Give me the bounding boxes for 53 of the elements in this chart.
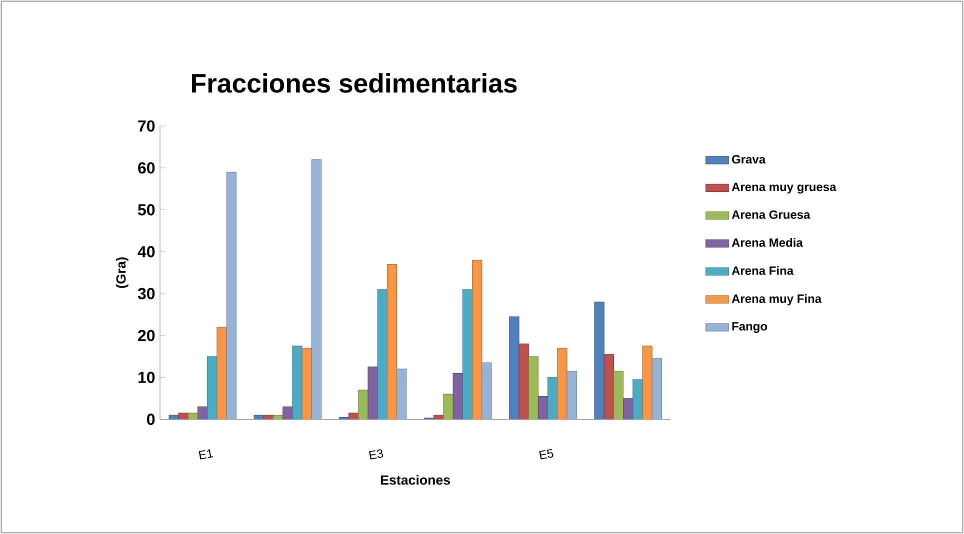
bar — [566, 370, 577, 420]
bar — [604, 354, 614, 420]
bar — [518, 344, 529, 420]
legend-label: Arena muy gruesa — [732, 182, 836, 194]
bar — [348, 412, 359, 420]
y-tick-label: 60 — [138, 162, 155, 174]
bar — [509, 316, 520, 420]
bar — [396, 368, 407, 420]
bar — [302, 348, 312, 420]
bar — [462, 289, 473, 420]
bar — [642, 346, 652, 420]
bar — [311, 159, 322, 420]
x-tick-label: E1 — [198, 449, 214, 460]
bar — [358, 390, 368, 420]
bar — [623, 398, 634, 420]
bar — [207, 356, 218, 420]
bar — [472, 260, 482, 420]
bar — [368, 366, 378, 420]
bar — [178, 412, 188, 420]
bar — [652, 358, 662, 420]
legend-label: Arena Gruesa — [732, 210, 810, 219]
legend-label: Arena Media — [732, 238, 803, 247]
bar — [377, 289, 388, 420]
bar — [548, 377, 558, 420]
legend-label: Arena muy Fina — [732, 294, 822, 306]
x-tick-label: E5 — [539, 449, 554, 460]
y-tick-label: 0 — [147, 414, 155, 425]
chart-title: Fracciones sedimentarias — [192, 73, 517, 93]
x-tick-label: E3 — [369, 449, 384, 460]
y-tick-label: 10 — [138, 372, 155, 384]
y-tick-label: 30 — [138, 288, 155, 300]
bar — [632, 379, 643, 420]
y-tick-label: 50 — [138, 204, 155, 216]
bar — [386, 264, 398, 420]
y-tick-label: 70 — [138, 120, 155, 132]
y-tick-label: 40 — [138, 246, 155, 258]
bar — [482, 362, 492, 420]
bar — [443, 394, 454, 420]
bar — [226, 172, 236, 420]
bar — [594, 302, 604, 420]
bar — [292, 346, 302, 420]
y-axis-title: (Gra) — [116, 257, 128, 288]
bar — [557, 348, 568, 420]
bar — [188, 412, 198, 420]
bar — [613, 370, 624, 420]
legend-label: Grava — [732, 155, 766, 164]
x-axis-title: Estaciones — [381, 474, 450, 485]
bar — [452, 372, 463, 420]
bar — [528, 356, 538, 420]
y-tick-label: 20 — [138, 330, 155, 342]
bar — [538, 396, 548, 420]
legend-label: Fango — [732, 322, 768, 333]
legend-label: Arena Fina — [732, 266, 794, 275]
